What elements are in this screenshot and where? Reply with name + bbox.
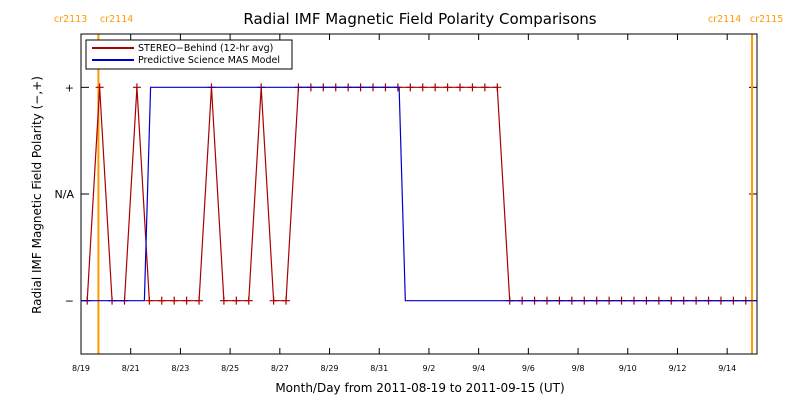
rotation-lines bbox=[97, 34, 754, 354]
legend-label-stereo: STEREO−Behind (12-hr avg) bbox=[138, 43, 273, 54]
y-tick-label: N/A bbox=[55, 188, 75, 201]
stereo-data-point bbox=[443, 83, 452, 92]
x-tick-label: 9/12 bbox=[668, 364, 686, 373]
stereo-data-point bbox=[195, 296, 204, 305]
stereo-data-point bbox=[132, 83, 141, 92]
x-tick-label: 8/21 bbox=[122, 364, 140, 373]
plot-frame bbox=[80, 33, 758, 355]
x-tick-label: 8/19 bbox=[72, 364, 90, 373]
rotation-label-right: cr2114 bbox=[708, 14, 741, 25]
x-tick-label: 9/8 bbox=[572, 364, 585, 373]
x-tick-label: 8/25 bbox=[221, 364, 239, 373]
stereo-data-point bbox=[456, 83, 465, 92]
x-tick-label: 8/27 bbox=[271, 364, 289, 373]
stereo-data-point bbox=[182, 296, 191, 305]
stereo-data-point bbox=[468, 83, 477, 92]
x-tick-label: 9/4 bbox=[472, 364, 485, 373]
x-tick-label: 8/23 bbox=[171, 364, 189, 373]
rotation-label-right-next: cr2115 bbox=[750, 14, 783, 25]
x-axis-label: Month/Day from 2011-08-19 to 2011-09-15 … bbox=[275, 381, 564, 395]
chart-title: Radial IMF Magnetic Field Polarity Compa… bbox=[243, 10, 596, 28]
stereo-behind-line bbox=[86, 86, 746, 302]
axis-ticks bbox=[80, 34, 757, 354]
stereo-data-point bbox=[431, 83, 440, 92]
y-tick-labels: + N/A − bbox=[55, 81, 75, 307]
stereo-data-point bbox=[244, 296, 253, 305]
y-tick-label: + bbox=[65, 81, 74, 94]
stereo-data-point bbox=[219, 296, 228, 305]
stereo-data-point bbox=[170, 296, 179, 305]
stereo-data-point bbox=[406, 83, 415, 92]
rotation-label-left-next: cr2114 bbox=[100, 14, 133, 25]
stereo-data-point bbox=[269, 296, 278, 305]
y-axis-label: Radial IMF Magnetic Field Polarity (−,+) bbox=[30, 76, 44, 314]
y-tick-label: − bbox=[65, 295, 74, 308]
x-tick-labels: 8/19 8/21 8/23 8/25 8/27 8/29 8/31 9/2 9/4 9/6 9/8… bbox=[72, 364, 736, 373]
stereo-data-point bbox=[493, 83, 502, 92]
stereo-data-point bbox=[418, 83, 427, 92]
legend: STEREO−Behind (12-hr avg) Predictive Sci… bbox=[85, 39, 293, 70]
legend-label-mas: Predictive Science MAS Model bbox=[138, 55, 280, 66]
x-tick-label: 9/14 bbox=[718, 364, 736, 373]
legend-box bbox=[85, 39, 293, 70]
x-tick-label: 8/29 bbox=[321, 364, 339, 373]
x-tick-label: 9/2 bbox=[423, 364, 436, 373]
x-tick-label: 9/6 bbox=[522, 364, 535, 373]
mas-model-line bbox=[81, 86, 757, 302]
stereo-data-point bbox=[282, 296, 291, 305]
rotation-label-left: cr2113 bbox=[54, 14, 87, 25]
series-layer bbox=[81, 83, 757, 305]
stereo-data-point bbox=[145, 296, 154, 305]
stereo-data-point bbox=[232, 296, 241, 305]
x-tick-label: 9/10 bbox=[619, 364, 637, 373]
stereo-data-point bbox=[95, 83, 104, 92]
stereo-data-point bbox=[480, 83, 489, 92]
x-tick-label: 8/31 bbox=[370, 364, 388, 373]
stereo-data-point bbox=[157, 296, 166, 305]
